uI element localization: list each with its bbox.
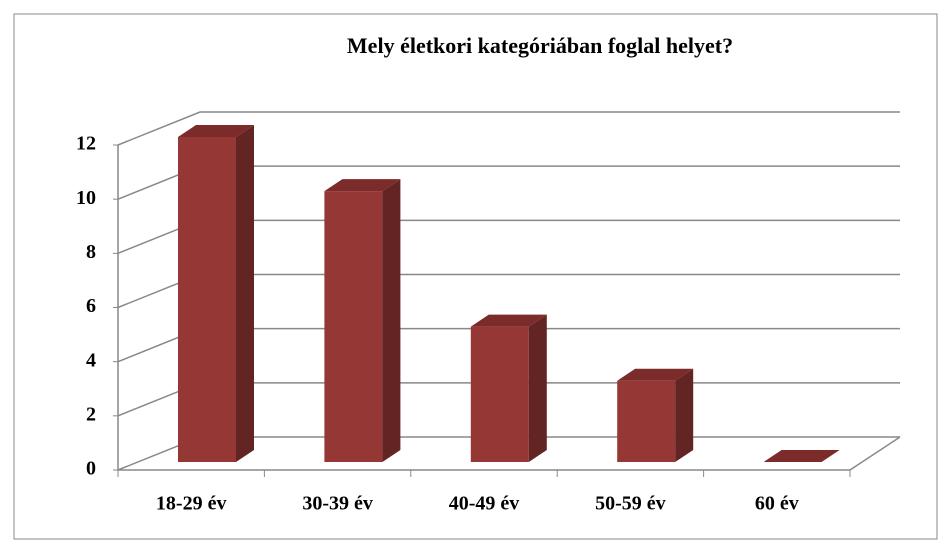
bar [178,125,254,462]
bar [763,450,840,462]
bar-top [178,125,254,137]
bar-front [178,137,236,462]
bar-front [617,380,676,462]
bar [324,179,401,462]
bar-top [763,450,840,462]
y-tick-label: 8 [86,241,96,263]
bar-front [470,326,529,462]
y-tick-label: 0 [86,458,96,480]
x-tick-label: 30-39 év [302,493,373,515]
grid-line [117,111,900,146]
bar [470,314,547,462]
x-tick-label: 50-59 év [595,493,666,515]
bar-top [470,314,547,327]
y-tick-label: 4 [86,349,96,371]
bar-side [675,368,694,462]
chart-title: Mely életkori kategóriában foglal helyet… [347,33,733,58]
bar-side [382,179,401,462]
bar [617,368,694,462]
y-tick-label: 10 [76,187,96,209]
y-tick-label: 6 [86,295,96,317]
bar-top [617,368,694,381]
x-tick-label: 60 év [755,493,799,515]
bar-side [236,125,254,462]
bar-side [528,314,547,462]
bar-top [324,179,401,192]
x-tick-label: 18-29 év [156,493,227,515]
y-tick-label: 12 [76,133,96,155]
bar-front [324,191,383,462]
x-tick-label: 40-49 év [449,493,520,515]
y-tick-label: 2 [86,403,96,425]
